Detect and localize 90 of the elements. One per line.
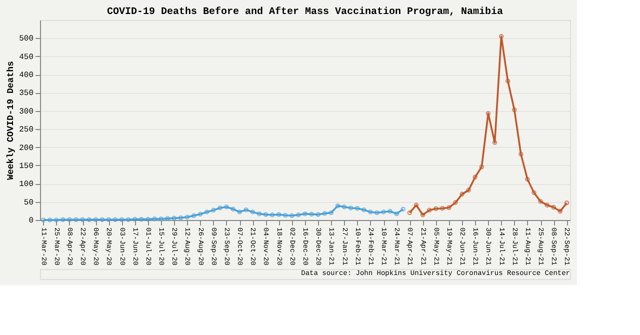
point (263, 212, 268, 217)
point (342, 204, 347, 210)
y-tick-label: 400 (19, 71, 34, 80)
point (165, 216, 170, 221)
point (67, 217, 72, 222)
point (518, 152, 524, 157)
point (152, 216, 157, 222)
y-tick-label: 250 (19, 126, 34, 135)
point (86, 217, 92, 222)
point (354, 206, 360, 211)
point (498, 34, 504, 39)
y-tick-label: 100 (19, 180, 34, 190)
y-tick-label: 300 (19, 107, 34, 116)
point (256, 211, 262, 216)
point (204, 210, 210, 214)
point (119, 217, 124, 222)
point (184, 214, 190, 220)
point (146, 216, 150, 222)
point (244, 207, 248, 212)
point (198, 212, 203, 217)
y-tick-label: 50 (24, 198, 34, 208)
point (60, 217, 66, 222)
point (472, 174, 478, 180)
point (414, 202, 419, 208)
point (525, 176, 530, 182)
point (80, 217, 85, 222)
point (348, 206, 354, 210)
point (54, 218, 59, 222)
point (132, 216, 138, 222)
point (191, 213, 196, 218)
point (322, 211, 327, 216)
point (328, 210, 334, 216)
point (224, 204, 229, 210)
point (538, 199, 543, 204)
point (505, 78, 510, 84)
point (460, 192, 464, 197)
point (433, 206, 438, 212)
point (558, 208, 563, 214)
y-tick-label: 350 (19, 89, 34, 98)
y-tick-label: 0 (28, 216, 34, 226)
point (106, 217, 112, 222)
point (158, 216, 164, 222)
point (335, 203, 340, 208)
point (374, 210, 380, 216)
point (139, 216, 144, 222)
point (100, 217, 105, 222)
point (211, 208, 216, 213)
point (218, 206, 222, 210)
point (440, 206, 445, 211)
point (93, 217, 98, 222)
point (453, 200, 458, 205)
point (230, 206, 236, 212)
y-tick-label: 500 (19, 34, 34, 44)
point (172, 216, 177, 221)
point (362, 207, 366, 212)
point (368, 210, 373, 214)
point (178, 215, 184, 220)
point (112, 217, 118, 222)
point (237, 210, 242, 214)
point (394, 211, 399, 216)
y-tick-label: 450 (19, 52, 34, 62)
point (486, 111, 491, 116)
chart-title: COVID-19 Deaths Before and After Mass Vaccination Program, Namibia (106, 6, 504, 18)
point (270, 212, 275, 218)
point (316, 212, 320, 217)
point (420, 212, 426, 218)
point (446, 205, 452, 210)
y-axis-title: Weekly COVID-19 Deaths (6, 61, 16, 180)
point (47, 218, 52, 222)
point (283, 212, 288, 218)
point (492, 140, 498, 145)
point (479, 164, 484, 170)
point (426, 208, 432, 213)
point (296, 212, 301, 218)
point (512, 107, 517, 112)
point (126, 217, 131, 222)
point (290, 213, 294, 218)
point (388, 208, 392, 214)
point (381, 210, 386, 214)
point (276, 212, 282, 217)
point (74, 217, 78, 222)
point (532, 190, 536, 196)
y-tick-label: 200 (19, 144, 34, 153)
point (551, 204, 556, 210)
point (250, 210, 256, 214)
point (302, 211, 308, 216)
y-tick-label: 150 (19, 162, 34, 171)
point (544, 202, 550, 208)
point (466, 188, 471, 193)
point (309, 212, 314, 217)
